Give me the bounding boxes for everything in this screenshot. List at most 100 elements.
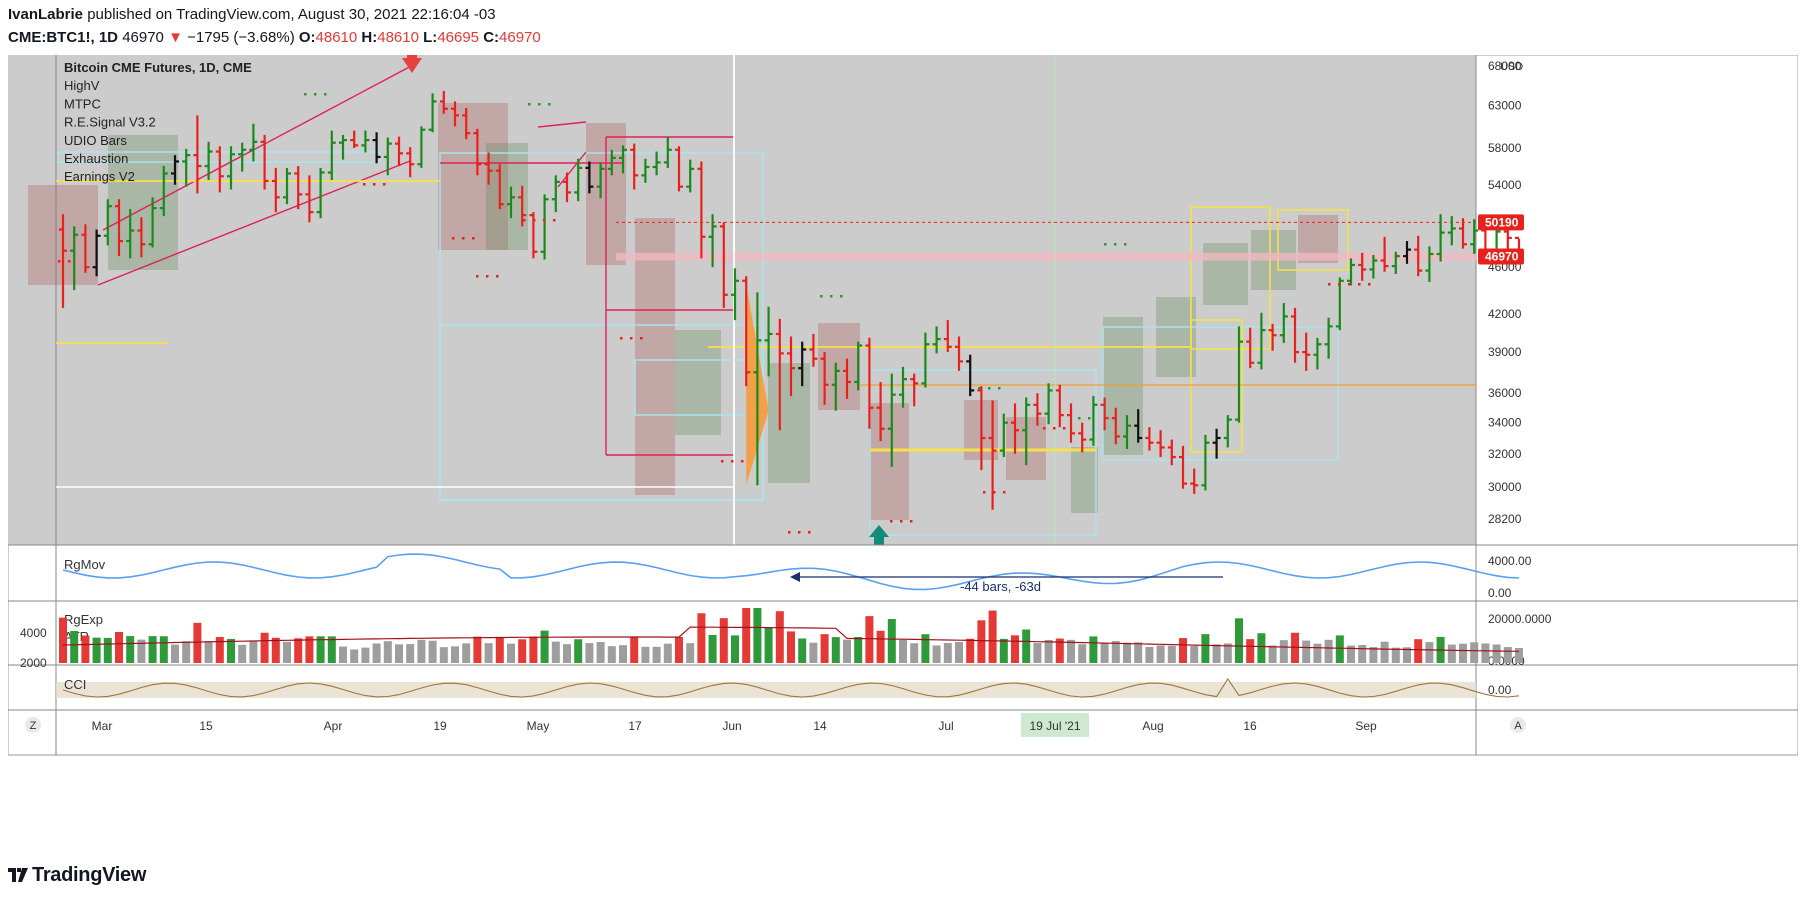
- ohlc-bar[interactable]: [439, 91, 448, 114]
- ohlc-bar[interactable]: [350, 130, 359, 149]
- ohlc-bar[interactable]: [831, 362, 840, 411]
- ohlc-bar[interactable]: [932, 326, 941, 354]
- ohlc-bar[interactable]: [1156, 430, 1165, 458]
- ohlc-bar[interactable]: [1134, 409, 1143, 443]
- ohlc-bar[interactable]: [1078, 422, 1087, 453]
- ohlc-bar[interactable]: [1470, 219, 1479, 254]
- ohlc-bar[interactable]: [507, 186, 515, 219]
- ohlc-bar[interactable]: [339, 134, 347, 160]
- ohlc-bar[interactable]: [563, 172, 571, 203]
- ohlc-bar[interactable]: [865, 337, 874, 429]
- ohlc-bar[interactable]: [260, 134, 269, 190]
- ohlc-bar[interactable]: [451, 101, 459, 127]
- ohlc-bar[interactable]: [798, 341, 807, 387]
- chart-title[interactable]: Bitcoin CME Futures, 1D, CME: [64, 60, 252, 75]
- ohlc-bar[interactable]: [1011, 403, 1019, 454]
- ohlc-bar[interactable]: [1403, 241, 1411, 264]
- ohlc-bar[interactable]: [115, 199, 123, 257]
- scale-z-label[interactable]: Z: [30, 720, 37, 732]
- ohlc-bar[interactable]: [585, 161, 594, 194]
- ohlc-bar[interactable]: [551, 175, 560, 213]
- ohlc-bar[interactable]: [182, 148, 191, 187]
- ohlc-bar[interactable]: [630, 143, 639, 190]
- ohlc-bar[interactable]: [887, 373, 896, 467]
- author-name[interactable]: IvanLabrie: [8, 6, 84, 23]
- ohlc-bar[interactable]: [473, 128, 482, 176]
- ohlc-bar[interactable]: [607, 149, 616, 176]
- ohlc-bar[interactable]: [1459, 218, 1467, 249]
- ohlc-bar[interactable]: [92, 229, 101, 277]
- ohlc-bar[interactable]: [854, 341, 863, 391]
- ohlc-bar[interactable]: [1369, 255, 1378, 279]
- ohlc-bar[interactable]: [1044, 383, 1053, 425]
- ohlc-bar[interactable]: [227, 146, 235, 190]
- ohlc-bar[interactable]: [417, 126, 426, 168]
- ohlc-bar[interactable]: [283, 167, 291, 205]
- indicator-label[interactable]: UDIO Bars: [64, 133, 127, 148]
- ohlc-bar[interactable]: [395, 136, 403, 167]
- ohlc-bar[interactable]: [428, 93, 437, 133]
- ohlc-bar[interactable]: [1111, 407, 1120, 445]
- ohlc-bar[interactable]: [1246, 327, 1255, 369]
- ohlc-bar[interactable]: [406, 147, 415, 178]
- ohlc-bar[interactable]: [708, 214, 717, 268]
- ohlc-bar[interactable]: [1313, 337, 1322, 370]
- ohlc-bar[interactable]: [641, 158, 650, 183]
- ohlc-bar[interactable]: [775, 318, 784, 431]
- indicator-label[interactable]: Exhaustion: [64, 151, 128, 166]
- ohlc-bar[interactable]: [1291, 307, 1299, 363]
- ohlc-bar[interactable]: [809, 333, 818, 367]
- ohlc-bar[interactable]: [518, 185, 527, 227]
- ohlc-bar[interactable]: [238, 142, 247, 172]
- ohlc-bar[interactable]: [619, 145, 627, 174]
- ohlc-bar[interactable]: [1268, 323, 1277, 351]
- ohlc-bar[interactable]: [1235, 326, 1243, 423]
- indicator-label[interactable]: R.E.Signal V3.2: [64, 115, 156, 130]
- ohlc-bar[interactable]: [1167, 439, 1176, 466]
- ohlc-bar[interactable]: [462, 107, 471, 140]
- ohlc-bar[interactable]: [305, 175, 314, 223]
- ohlc-bar[interactable]: [1179, 445, 1187, 489]
- ohlc-bar[interactable]: [137, 217, 146, 258]
- ohlc-bar[interactable]: [764, 306, 773, 377]
- ohlc-bar[interactable]: [1279, 303, 1288, 343]
- ohlc-bar[interactable]: [383, 137, 392, 176]
- ohlc-bar[interactable]: [820, 352, 829, 405]
- ohlc-bar[interactable]: [1358, 252, 1367, 281]
- ohlc-bar[interactable]: [327, 130, 336, 181]
- ohlc-bar[interactable]: [574, 158, 583, 202]
- ohlc-bar[interactable]: [148, 197, 157, 248]
- ohlc-bar[interactable]: [540, 194, 549, 260]
- ohlc-bar[interactable]: [171, 155, 179, 185]
- ohlc-bar[interactable]: [753, 292, 762, 486]
- ohlc-bar[interactable]: [742, 276, 751, 387]
- ohlc-bar[interactable]: [1302, 332, 1311, 371]
- ohlc-bar[interactable]: [686, 159, 695, 193]
- ohlc-bar[interactable]: [955, 336, 963, 371]
- indicator-label[interactable]: HighV: [64, 78, 100, 93]
- ohlc-bar[interactable]: [1067, 403, 1075, 443]
- ohlc-bar[interactable]: [999, 413, 1008, 458]
- ohlc-bar[interactable]: [193, 115, 202, 194]
- ohlc-bar[interactable]: [1414, 235, 1423, 277]
- ohlc-bar[interactable]: [1257, 312, 1266, 370]
- indicator-label[interactable]: MTPC: [64, 96, 101, 111]
- ohlc-bar[interactable]: [1335, 277, 1344, 331]
- ohlc-bar[interactable]: [921, 332, 930, 388]
- ohlc-bar[interactable]: [159, 166, 168, 217]
- ohlc-bar[interactable]: [1022, 397, 1031, 466]
- log-scale-button[interactable]: [1510, 717, 1526, 733]
- tradingview-brand[interactable]: TradingView: [8, 864, 146, 887]
- ohlc-bar[interactable]: [361, 130, 370, 153]
- ohlc-bar[interactable]: [1324, 317, 1333, 359]
- symbol-label[interactable]: CME:BTC1!, 1D: [8, 29, 119, 46]
- ohlc-bar[interactable]: [1123, 415, 1131, 450]
- ohlc-bar[interactable]: [495, 164, 504, 210]
- ohlc-bar[interactable]: [966, 354, 975, 397]
- ohlc-bar[interactable]: [1201, 434, 1210, 491]
- ohlc-bar[interactable]: [943, 320, 952, 353]
- ohlc-bar[interactable]: [719, 222, 728, 308]
- ohlc-bar[interactable]: [697, 161, 706, 259]
- indicator-label[interactable]: Earnings V2: [64, 169, 135, 184]
- ohlc-bar[interactable]: [1223, 415, 1232, 448]
